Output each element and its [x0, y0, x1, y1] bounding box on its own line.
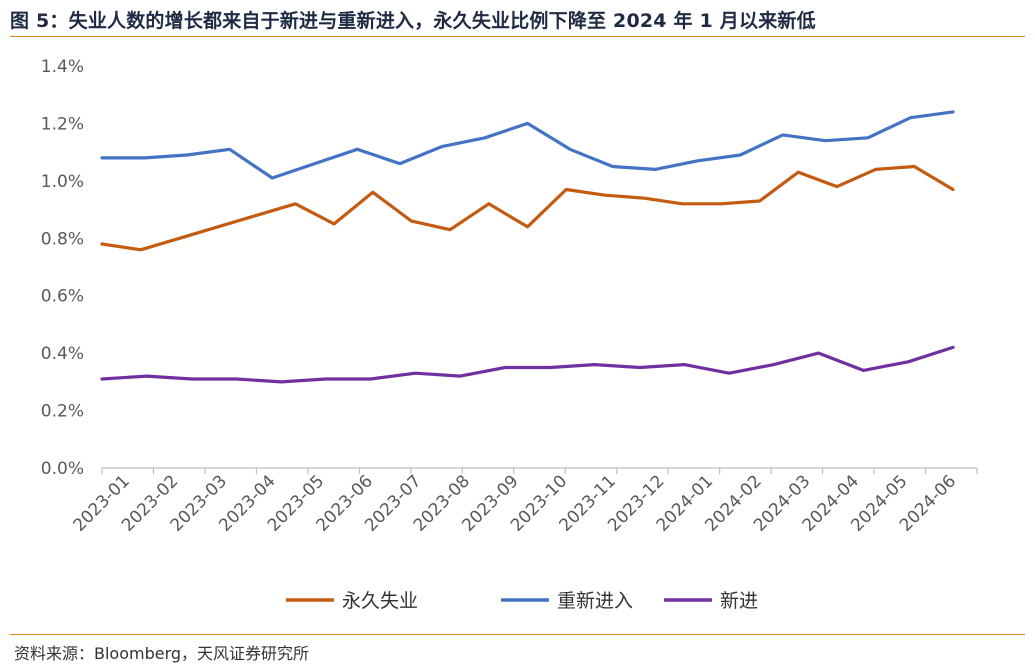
y-tick-label: 1.4% [41, 57, 84, 77]
y-tick-label: 0.8% [41, 229, 84, 249]
source-note: 资料来源：Bloomberg，天风证券研究所 [14, 644, 310, 663]
y-tick-label: 0.0% [41, 459, 84, 479]
y-tick-label: 1.0% [41, 172, 84, 192]
chart-title: 图 5：失业人数的增长都来自于新进与重新进入，永久失业比例下降至 2024 年 … [10, 10, 816, 32]
series-line [100, 164, 955, 252]
title-divider [10, 36, 1025, 37]
y-tick-label: 0.4% [41, 344, 84, 364]
series-layer [100, 110, 955, 384]
legend: 永久失业 重新进入 新进 [286, 590, 758, 612]
y-tick-label: 1.2% [41, 114, 84, 134]
legend-label: 永久失业 [342, 590, 418, 612]
series-line [100, 110, 955, 180]
y-tick-label: 0.2% [41, 402, 84, 422]
y-tick-label: 0.6% [41, 287, 84, 307]
series-line [100, 345, 955, 384]
y-axis: 0.0% 0.2% 0.4% 0.6% 0.8% 1.0% 1.2% 1.4% [41, 57, 84, 479]
x-axis: 2023-012023-022023-032023-042023-052023-… [69, 467, 978, 536]
legend-label: 新进 [720, 590, 758, 612]
footer-divider [10, 634, 1025, 635]
legend-label: 重新进入 [557, 590, 633, 612]
